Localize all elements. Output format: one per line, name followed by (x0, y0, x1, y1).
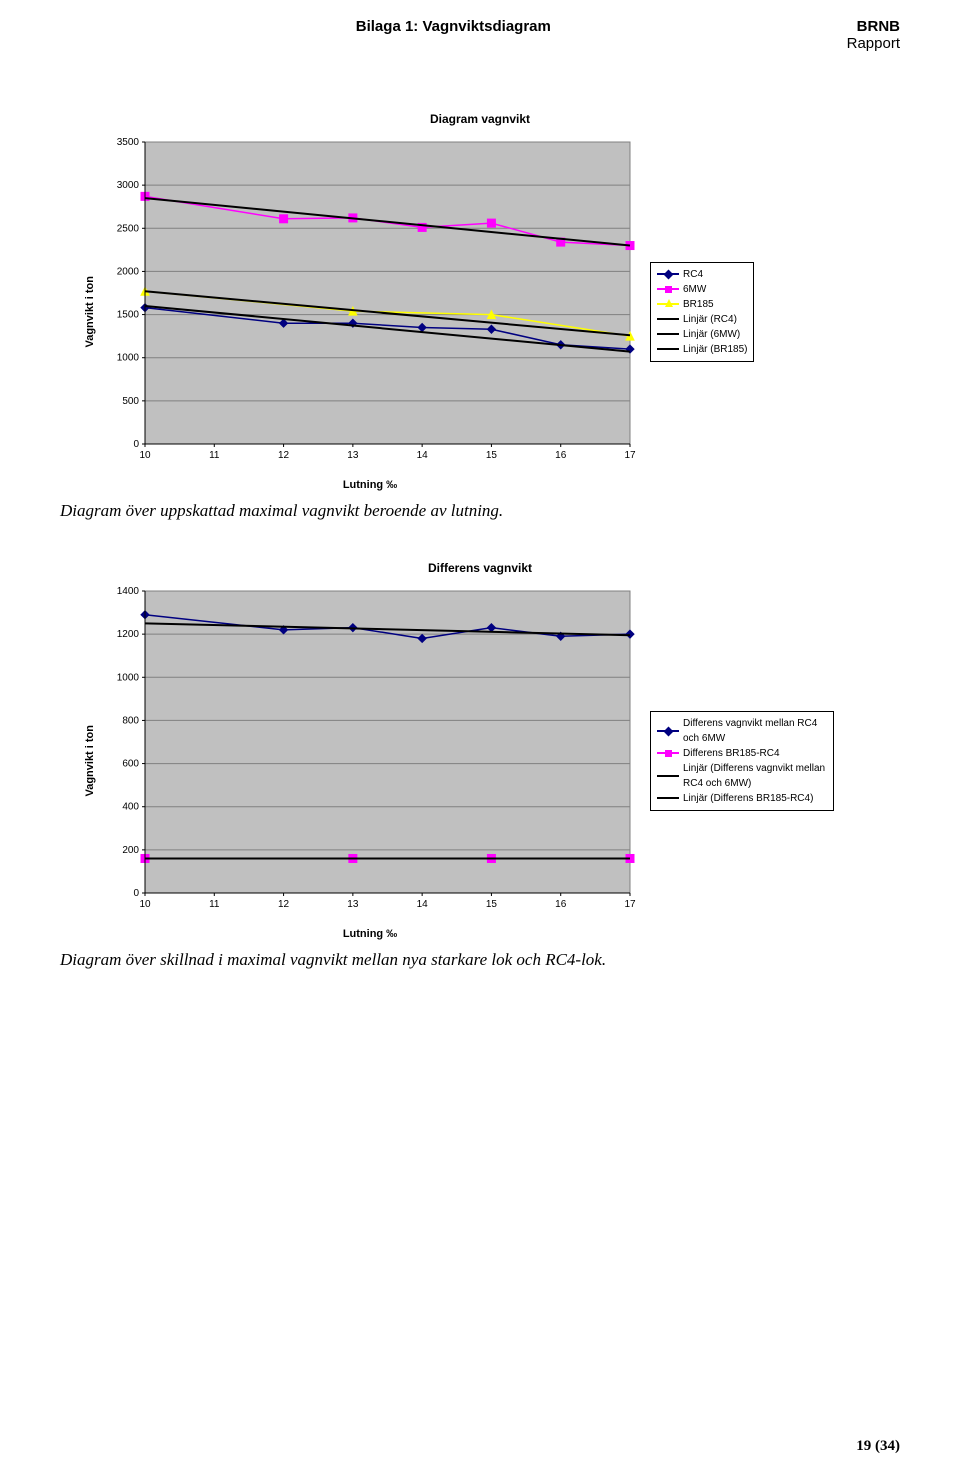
chart1-ylabel: Vagnvikt i ton (80, 276, 100, 348)
svg-text:11: 11 (209, 899, 220, 910)
svg-text:0: 0 (133, 439, 139, 450)
legend-item: BR185 (657, 297, 747, 312)
legend-item: Linjär (Differens BR185-RC4) (657, 791, 827, 806)
svg-text:13: 13 (347, 899, 359, 910)
legend-item: Linjär (6MW) (657, 327, 747, 342)
chart1-title: Diagram vagnvikt (80, 112, 880, 126)
caption2: Diagram över skillnad i maximal vagnvikt… (60, 950, 900, 970)
page-footer: 19 (34) (856, 1438, 900, 1455)
legend-item: Linjär (BR185) (657, 342, 747, 357)
svg-text:15: 15 (486, 450, 498, 461)
chart1-svg: 0 500 1000 1500 2000 2500 3000 3500 10 11 12 13 14 15… (100, 132, 640, 472)
svg-text:1200: 1200 (117, 629, 140, 640)
chart2-ylabel: Vagnvikt i ton (80, 725, 100, 797)
caption1: Diagram över uppskattad maximal vagnvikt… (60, 501, 900, 521)
svg-text:200: 200 (122, 845, 139, 856)
chart2-title: Differens vagnvikt (80, 561, 880, 575)
chart1-xlabel: Lutning ‰ (100, 479, 640, 491)
svg-text:17: 17 (624, 450, 636, 461)
svg-text:1000: 1000 (117, 672, 140, 683)
svg-text:10: 10 (139, 450, 151, 461)
legend-item: 6MW (657, 282, 747, 297)
svg-text:2000: 2000 (117, 266, 140, 277)
svg-text:10: 10 (139, 899, 151, 910)
legend-item: Linjär (RC4) (657, 312, 747, 327)
svg-text:500: 500 (122, 396, 139, 407)
chart1-figure: Diagram vagnvikt Vagnvikt i ton 0 500 1000… (80, 112, 880, 491)
legend-item: Differens vagnvikt mellan RC4 och 6MW (657, 716, 827, 746)
svg-text:1500: 1500 (117, 310, 140, 321)
svg-text:15: 15 (486, 899, 498, 910)
chart2-figure: Differens vagnvikt Vagnvikt i ton 0 200 40… (80, 561, 880, 940)
header-sub: Rapport (847, 35, 900, 52)
chart2-xlabel: Lutning ‰ (100, 928, 640, 940)
chart2-svg: 0 200 400 600 800 1000 1200 1400 10 11 12 13 14 15 16 1… (100, 581, 640, 921)
header-title: Bilaga 1: Vagnviktsdiagram (60, 18, 847, 52)
legend-item: Differens BR185-RC4 (657, 746, 827, 761)
svg-text:14: 14 (417, 899, 429, 910)
chart2-legend: Differens vagnvikt mellan RC4 och 6MWDif… (650, 711, 834, 811)
svg-text:13: 13 (347, 450, 359, 461)
svg-text:12: 12 (278, 450, 290, 461)
svg-text:11: 11 (209, 450, 220, 461)
svg-text:600: 600 (122, 759, 139, 770)
header-right: BRNB Rapport (847, 18, 900, 52)
header-org: BRNB (847, 18, 900, 35)
svg-text:400: 400 (122, 802, 139, 813)
legend-item: Linjär (Differens vagnvikt mellan RC4 oc… (657, 761, 827, 791)
chart1-legend: RC46MWBR185Linjär (RC4)Linjär (6MW)Linjä… (650, 262, 754, 362)
legend-item: RC4 (657, 267, 747, 282)
svg-text:3000: 3000 (117, 180, 140, 191)
svg-text:0: 0 (133, 888, 139, 899)
page-header: Bilaga 1: Vagnviktsdiagram BRNB Rapport (0, 0, 960, 52)
svg-text:1000: 1000 (117, 353, 140, 364)
svg-text:2500: 2500 (117, 223, 140, 234)
svg-text:16: 16 (555, 899, 567, 910)
svg-text:3500: 3500 (117, 137, 140, 148)
svg-text:17: 17 (624, 899, 636, 910)
svg-text:14: 14 (417, 450, 429, 461)
svg-text:800: 800 (122, 715, 139, 726)
svg-text:1400: 1400 (117, 586, 140, 597)
svg-text:16: 16 (555, 450, 567, 461)
svg-text:12: 12 (278, 899, 290, 910)
